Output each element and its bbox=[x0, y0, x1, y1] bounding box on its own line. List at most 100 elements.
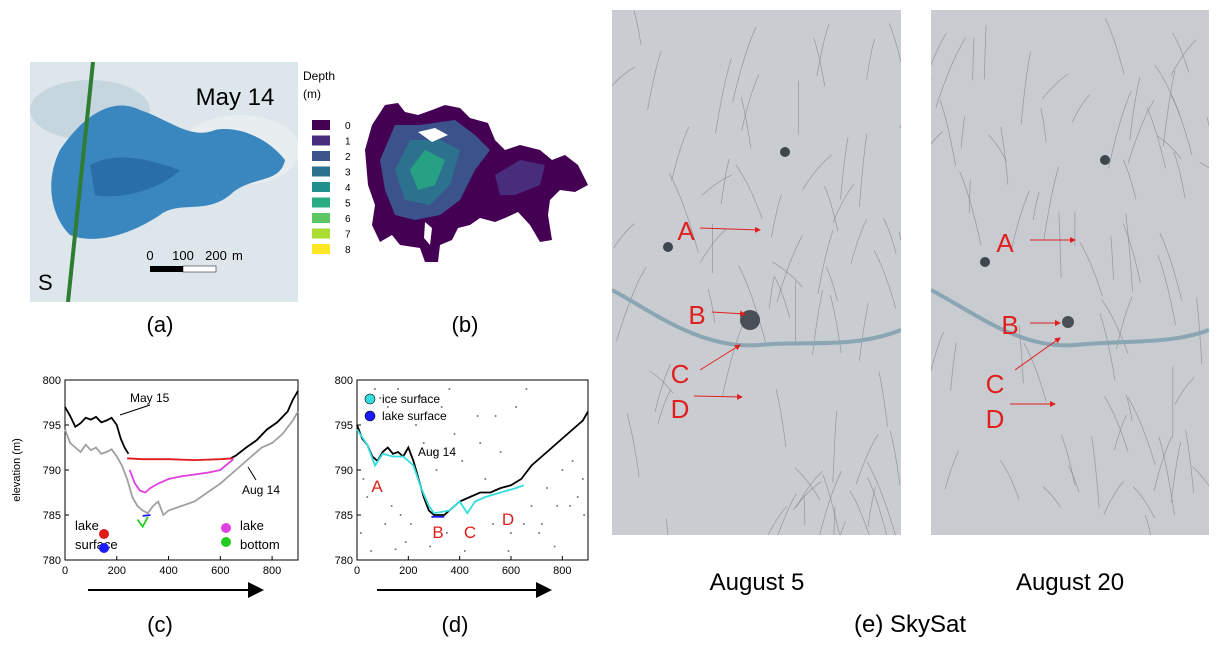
photon-point bbox=[561, 469, 563, 471]
photon-point bbox=[429, 546, 431, 548]
x-tick-label: 400 bbox=[159, 565, 177, 577]
colorbar-tick-label: 3 bbox=[345, 168, 351, 179]
x-tick-label: 0 bbox=[62, 565, 68, 577]
series-line bbox=[137, 517, 147, 527]
feature-marker: B bbox=[688, 300, 705, 330]
photon-point bbox=[464, 550, 466, 552]
y-tick-label: 800 bbox=[335, 375, 353, 387]
x-tick-label: 600 bbox=[502, 565, 520, 577]
y-tick-label: 800 bbox=[43, 375, 61, 387]
x-tick-label: 400 bbox=[450, 565, 468, 577]
series-line bbox=[65, 391, 298, 459]
panel-label: (a) bbox=[147, 312, 174, 337]
skysat-image bbox=[599, 10, 909, 597]
x-tick-label: 200 bbox=[399, 565, 417, 577]
profile-marker: C bbox=[464, 523, 476, 542]
x-tick-label: 0 bbox=[354, 565, 360, 577]
photon-point bbox=[507, 550, 509, 552]
colorbar-tick-label: 8 bbox=[345, 245, 351, 256]
colorbar-tick-label: 2 bbox=[345, 152, 351, 163]
image-date: August 5 bbox=[710, 569, 805, 596]
photon-point bbox=[583, 514, 585, 516]
photon-point bbox=[400, 514, 402, 516]
colorbar-swatch bbox=[312, 167, 330, 177]
panel-label: (e) SkySat bbox=[854, 611, 966, 638]
photon-point bbox=[495, 415, 497, 417]
profile-marker: B bbox=[432, 523, 443, 542]
photon-point bbox=[515, 406, 517, 408]
y-tick-label: 785 bbox=[335, 510, 353, 522]
feature-marker: A bbox=[996, 228, 1014, 258]
scale-label: 100 bbox=[172, 248, 194, 263]
series-line bbox=[127, 458, 233, 460]
photon-point bbox=[582, 478, 584, 480]
legend-label: lake bbox=[75, 518, 99, 533]
photon-point bbox=[379, 397, 381, 399]
legend-swatch bbox=[365, 411, 375, 421]
profile-marker: D bbox=[502, 510, 514, 529]
crack bbox=[925, 79, 931, 100]
y-tick-label: 795 bbox=[43, 420, 61, 432]
x-tick-label: 800 bbox=[553, 565, 571, 577]
photon-point bbox=[577, 496, 579, 498]
legend-label: lake surface bbox=[382, 409, 447, 423]
x-tick-label: 800 bbox=[263, 565, 281, 577]
feature-marker: C bbox=[986, 369, 1005, 399]
photon-point bbox=[546, 487, 548, 489]
crack bbox=[599, 493, 612, 526]
photon-point bbox=[531, 505, 533, 507]
photon-point bbox=[391, 505, 393, 507]
colorbar-tick-label: 0 bbox=[345, 121, 351, 132]
legend-swatch bbox=[365, 394, 375, 404]
feature-marker: D bbox=[671, 394, 690, 424]
skysat-image bbox=[922, 10, 1217, 571]
legend-label: ice surface bbox=[382, 392, 440, 406]
scale-label: 200 bbox=[205, 248, 227, 263]
colorbar-swatch bbox=[312, 136, 330, 146]
feature-marker: A bbox=[677, 216, 695, 246]
photon-point bbox=[446, 532, 448, 534]
photon-point bbox=[395, 548, 397, 550]
annotation-line bbox=[120, 405, 150, 415]
photon-point bbox=[572, 460, 574, 462]
colorbar-swatch bbox=[312, 120, 330, 130]
photon-point bbox=[554, 546, 556, 548]
series-annotation: Aug 14 bbox=[242, 483, 280, 497]
colorbar-swatch bbox=[312, 244, 330, 254]
panel-label: (b) bbox=[452, 312, 479, 337]
photon-point bbox=[405, 541, 407, 543]
legend-swatch bbox=[99, 543, 109, 553]
legend-swatch bbox=[99, 529, 109, 539]
photon-point bbox=[384, 523, 386, 525]
annotation-line bbox=[248, 467, 256, 480]
photon-point bbox=[410, 523, 412, 525]
feature-marker: C bbox=[671, 359, 690, 389]
profile-marker: A bbox=[371, 477, 383, 496]
photon-point bbox=[436, 469, 438, 471]
colorbar-tick-label: 1 bbox=[345, 137, 351, 148]
colorbar-swatch bbox=[312, 213, 330, 223]
image-date: May 14 bbox=[196, 84, 275, 111]
colorbar-swatch bbox=[312, 229, 330, 239]
photon-point bbox=[538, 532, 540, 534]
colorbar-swatch bbox=[312, 198, 330, 208]
series-annotation: Aug 14 bbox=[418, 445, 456, 459]
y-axis-label: elevation (m) bbox=[11, 438, 23, 502]
legend-label: surface bbox=[75, 537, 118, 552]
legend-label: bottom bbox=[240, 537, 280, 552]
photon-point bbox=[569, 505, 571, 507]
x-tick-label: 200 bbox=[108, 565, 126, 577]
colorbar-tick-label: 7 bbox=[345, 230, 351, 241]
photon-point bbox=[387, 406, 389, 408]
panel-label: (d) bbox=[442, 612, 469, 637]
photon-point bbox=[362, 478, 364, 480]
series-line bbox=[65, 412, 298, 516]
photon-point bbox=[423, 442, 425, 444]
photon-point bbox=[454, 433, 456, 435]
scale-unit: m bbox=[232, 248, 243, 263]
photon-point bbox=[477, 415, 479, 417]
photon-point bbox=[523, 523, 525, 525]
depth-map bbox=[365, 103, 588, 262]
colorbar-tick-label: 5 bbox=[345, 199, 351, 210]
